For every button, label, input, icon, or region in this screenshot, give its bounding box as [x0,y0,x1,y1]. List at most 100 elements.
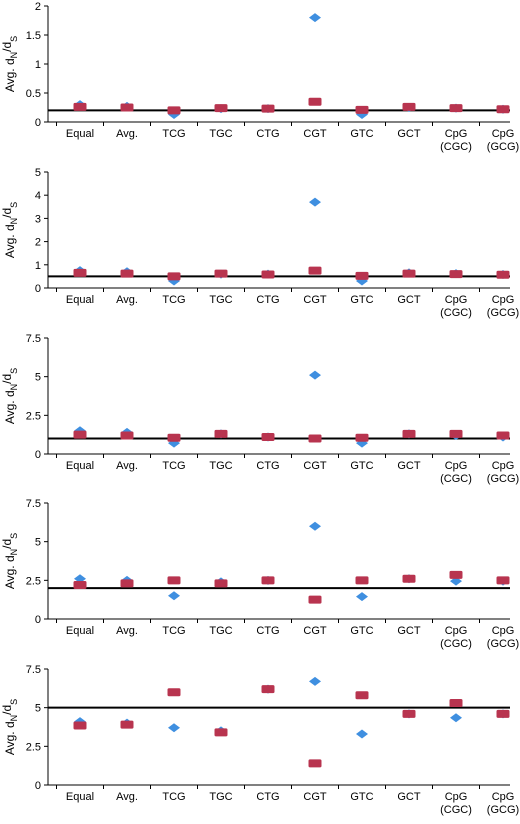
x-tick-label: GCT [397,625,421,637]
x-tick-label: CpG (GCG) [487,791,519,816]
square-point [355,433,369,442]
square-point [214,104,228,113]
square-point [120,431,134,440]
y-tick-label: 2.5 [26,741,41,753]
x-tick-label: GTC [350,625,373,637]
y-tick-label: 5 [35,703,41,715]
x-tick-label: TGC [209,625,232,637]
y-tick-label: 0 [35,283,41,295]
square-point [308,266,322,275]
x-tick-label: GCT [397,294,421,306]
diamond-point [168,591,180,601]
diamond-point [309,13,321,23]
x-tick-label: CTG [256,625,279,637]
square-point [167,106,181,115]
square-point [402,574,416,583]
x-tick-label: Equal [66,128,94,140]
square-point [167,688,181,697]
square-point [120,269,134,278]
square-point [308,595,322,604]
x-tick-label: CpG (GCG) [487,128,519,153]
y-tick-label: 1 [35,59,41,71]
x-tick-label: GCT [397,791,421,803]
square-point [308,97,322,106]
x-tick-label: CGT [303,625,327,637]
x-tick-label: Avg. [116,460,138,472]
y-axis-title: Avg. dN/dS [0,202,19,258]
y-axis-title: Avg. dN/dS [0,36,19,92]
square-point [402,709,416,718]
square-point [73,430,87,439]
y-tick-label: 7.5 [26,498,41,510]
x-tick-label: Avg. [116,128,138,140]
square-point [214,579,228,588]
square-point [449,570,463,579]
square-point [261,685,275,694]
x-tick-label: TCG [162,128,185,140]
square-point [261,270,275,279]
y-tick-label: 7.5 [26,333,41,345]
square-point [496,576,510,585]
square-point [449,270,463,279]
square-point [214,429,228,438]
x-tick-label: GTC [350,460,373,472]
x-tick-label: TGC [209,791,232,803]
square-point [214,269,228,278]
square-point [261,104,275,113]
y-tick-label: 5 [35,372,41,384]
x-tick-label: Avg. [116,791,138,803]
x-tick-label: CTG [256,791,279,803]
square-point [402,269,416,278]
x-tick-label: CTG [256,128,279,140]
square-point [120,103,134,112]
x-tick-label: GCT [397,460,421,472]
square-point [73,721,87,730]
diamond-point [309,197,321,207]
square-point [449,104,463,113]
square-point [308,434,322,443]
y-tick-label: 5 [35,167,41,179]
x-tick-label: CGT [303,128,327,140]
diamond-point [309,521,321,531]
diamond-point [168,723,180,733]
square-point [402,102,416,111]
x-tick-label: CTG [256,294,279,306]
y-tick-label: 0 [35,117,41,129]
x-tick-label: CGT [303,791,327,803]
x-tick-label: CpG (CGC) [440,791,472,816]
x-tick-label: CpG (CGC) [440,460,472,485]
x-tick-label: TGC [209,128,232,140]
x-tick-label: CpG (CGC) [440,128,472,153]
square-point [355,691,369,700]
y-axis-title: Avg. dN/dS [0,699,19,755]
square-point [449,699,463,708]
x-tick-label: Equal [66,625,94,637]
x-tick-label: TGC [209,460,232,472]
y-tick-label: 7.5 [26,664,41,676]
x-tick-label: TGC [209,294,232,306]
square-point [73,580,87,589]
square-point [167,576,181,585]
y-tick-label: 2.5 [26,575,41,587]
diamond-point [309,370,321,380]
x-tick-label: CpG (GCG) [487,294,519,319]
square-point [449,429,463,438]
square-point [496,270,510,279]
x-tick-label: TCG [162,460,185,472]
y-tick-label: 0 [35,614,41,626]
x-tick-label: Equal [66,460,94,472]
diamond-point [450,713,462,723]
square-point [167,433,181,442]
square-point [120,720,134,729]
chart-panel-4: 0 2.5 5 7.5 Equal Avg. TCG TGC CTG CGT GTC GCT CpG (C… [0,498,519,650]
square-point [308,759,322,768]
x-tick-label: TCG [162,625,185,637]
x-tick-label: GTC [350,128,373,140]
square-point [261,432,275,441]
x-tick-label: GTC [350,294,373,306]
y-tick-label: 1.5 [26,30,41,42]
square-point [120,579,134,588]
y-tick-label: 0 [35,780,41,792]
